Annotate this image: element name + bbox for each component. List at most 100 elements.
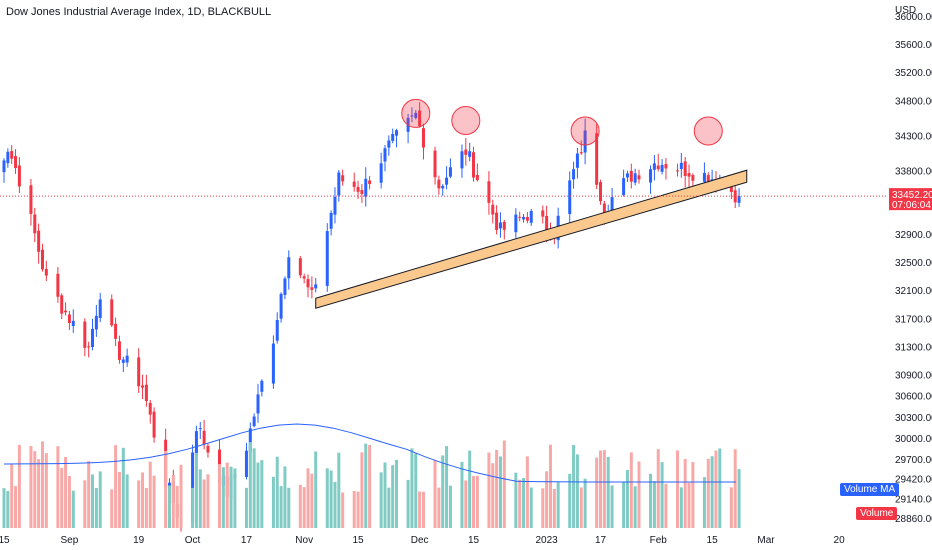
volume-bar <box>710 456 714 528</box>
candle-body <box>283 278 287 295</box>
volume-bar <box>275 456 279 528</box>
price-tick-label: 30300.00 <box>895 413 932 424</box>
volume-bar <box>679 487 683 528</box>
volume-bar <box>121 447 125 528</box>
volume-bar <box>664 483 668 528</box>
time-tick-label: Mar <box>757 535 775 546</box>
price-tick-label: 32900.00 <box>895 230 932 241</box>
volume-bar <box>545 471 549 528</box>
support-trendline <box>315 169 748 309</box>
candle-body <box>329 212 333 229</box>
candle-body <box>395 130 399 136</box>
volume-bar <box>675 450 679 528</box>
marked-top-circle <box>451 105 481 135</box>
volume-bar <box>414 453 418 528</box>
time-tick-label: 2023 <box>536 535 559 546</box>
time-tick-label: Dec <box>411 535 429 546</box>
volume-bar <box>202 479 206 528</box>
volume-bar <box>44 453 48 528</box>
volume-bar <box>14 486 18 528</box>
candle-body <box>6 151 10 164</box>
candle-body <box>256 394 260 414</box>
candle-body <box>649 169 653 183</box>
candle-body <box>360 189 364 195</box>
current-price-badge <box>889 188 932 211</box>
candle-body <box>141 385 145 388</box>
candle-body <box>87 346 91 348</box>
volume-bar <box>87 461 91 528</box>
candle-body <box>64 310 68 313</box>
candle-body <box>568 180 572 214</box>
candle-body <box>421 128 425 148</box>
volume-bar <box>229 466 233 528</box>
volume-bar <box>652 481 656 528</box>
volume-bar <box>421 491 425 528</box>
volume-bar <box>487 452 491 528</box>
volume-bar <box>33 451 37 528</box>
volume-bar <box>110 489 114 528</box>
volume-bar <box>6 490 10 528</box>
candle-body <box>271 343 275 384</box>
volume-bar <box>495 449 499 528</box>
volume-bar <box>441 455 445 528</box>
volume-bar <box>341 492 345 528</box>
candle-body <box>448 167 452 177</box>
candle-body <box>652 163 656 170</box>
price-countdown-label: 07:06:04 <box>892 200 931 211</box>
candle-body <box>67 314 71 323</box>
candle-body <box>687 173 691 177</box>
volume-bar <box>498 456 502 528</box>
volume-bar <box>718 448 722 528</box>
volume-bar <box>410 448 414 528</box>
volume-bar <box>687 482 691 528</box>
candle-body <box>656 165 660 170</box>
volume-bar <box>206 474 210 528</box>
volume-bar <box>325 468 329 528</box>
candle-body <box>729 183 733 192</box>
volume-bar <box>599 450 603 528</box>
candle-body <box>144 384 148 402</box>
candle-body <box>356 186 360 192</box>
candle-body <box>148 402 152 415</box>
candle-body <box>545 216 549 231</box>
volume-bar <box>706 458 710 528</box>
price-tick-label: 30000.00 <box>895 434 932 445</box>
price-tick-label: 34300.00 <box>895 132 932 143</box>
time-tick-label: 19 <box>133 535 145 546</box>
volume-bar <box>356 491 360 528</box>
candle-body <box>310 287 314 290</box>
volume-bar <box>2 488 6 528</box>
price-tick-label: 35200.00 <box>895 68 932 79</box>
volume-bar <box>137 480 141 528</box>
price-tick-label: 30900.00 <box>895 371 932 382</box>
marked-top-circle <box>570 116 600 146</box>
volume-bar <box>40 441 44 528</box>
time-tick-label: 15 <box>0 535 10 546</box>
volume-bar <box>491 463 495 528</box>
volume-bar <box>83 480 87 528</box>
volume-bar <box>225 462 229 528</box>
candle-body <box>495 212 499 230</box>
candle-body <box>44 269 48 276</box>
candle-body <box>152 411 156 438</box>
volume-bar <box>460 461 464 528</box>
time-tick-label: 15 <box>352 535 364 546</box>
marked-top-circle <box>401 98 431 128</box>
time-tick-label: 15 <box>468 535 480 546</box>
candle-body <box>114 323 118 339</box>
volume-bar <box>252 448 256 528</box>
price-tick-label: 34800.00 <box>895 96 932 107</box>
volume-bar <box>125 474 129 528</box>
volume-bar <box>518 479 522 528</box>
candle-body <box>468 151 472 157</box>
candle-body <box>702 172 706 182</box>
candle-body <box>602 203 606 215</box>
candle-body <box>202 430 206 445</box>
volume-bar <box>579 487 583 528</box>
candle-body <box>387 140 391 148</box>
volume-bar <box>298 484 302 528</box>
candle-body <box>379 163 383 183</box>
volume-bar <box>233 468 237 528</box>
time-tick-label: Oct <box>185 535 201 546</box>
